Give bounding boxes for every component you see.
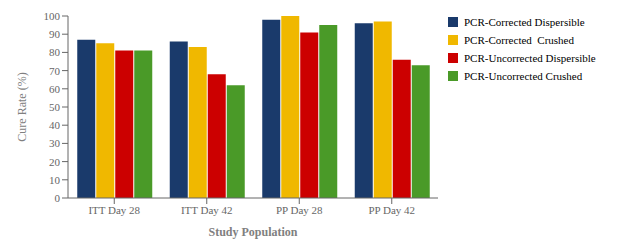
- svg-text:Study Population: Study Population: [208, 225, 297, 239]
- svg-text:20: 20: [49, 156, 61, 168]
- svg-text:50: 50: [49, 101, 61, 113]
- html-text:PCR-Uncorrected Dispersible: PCR-Uncorrected Dispersible: [464, 52, 596, 64]
- html-text:PCR-Corrected Crushed: PCR-Corrected Crushed: [464, 34, 574, 46]
- html-text:PCR-Corrected Dispersible: PCR-Corrected Dispersible: [464, 16, 585, 28]
- svg-text:0: 0: [55, 192, 61, 204]
- svg-text:ITT Day 42: ITT Day 42: [181, 204, 233, 216]
- svg-text:80: 80: [49, 46, 61, 58]
- svg-text:ITT Day 28: ITT Day 28: [88, 204, 140, 216]
- svg-text:100: 100: [44, 10, 61, 22]
- svg-text:10: 10: [49, 174, 61, 186]
- svg-text:30: 30: [49, 137, 61, 149]
- svg-text:PP Day 28: PP Day 28: [276, 204, 323, 216]
- html-text:PCR-Uncorrected Crushed: PCR-Uncorrected Crushed: [464, 70, 583, 82]
- svg-text:PP Day 42: PP Day 42: [368, 204, 415, 216]
- svg-text:60: 60: [49, 83, 61, 95]
- svg-text:90: 90: [49, 28, 61, 40]
- svg-text:Cure Rate (%): Cure Rate (%): [15, 72, 29, 141]
- svg-text:40: 40: [49, 119, 61, 131]
- svg-text:70: 70: [49, 65, 61, 77]
